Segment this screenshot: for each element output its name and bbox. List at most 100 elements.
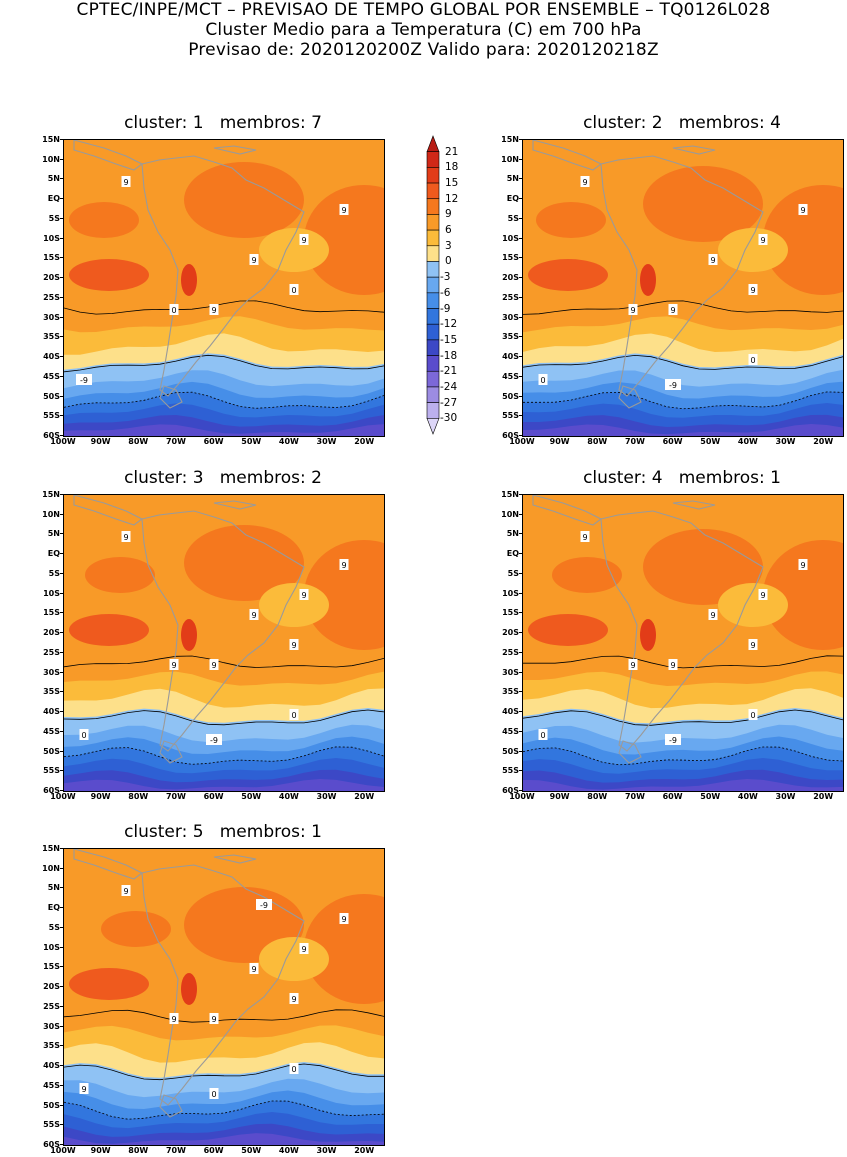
- contour-label-text: 9: [301, 236, 306, 245]
- latitude-label: 35S: [502, 687, 519, 697]
- contour-label-text: -9: [669, 381, 677, 390]
- latitude-tick: [60, 1084, 63, 1086]
- contour-label-text: 9: [750, 286, 755, 295]
- latitude-tick: [60, 926, 63, 928]
- contour-label-text: 9: [171, 661, 176, 670]
- latitude-tick: [519, 730, 522, 732]
- latitude-tick: [60, 946, 63, 948]
- latitude-tick: [60, 790, 63, 791]
- latitude-tick: [519, 770, 522, 772]
- longitude-label: 50W: [241, 792, 262, 801]
- latitude-tick: [60, 257, 63, 259]
- contour-label: 9: [169, 659, 179, 670]
- latitude-label: 15S: [43, 962, 60, 972]
- latitude-label: 20S: [43, 273, 60, 283]
- contour-label: 9: [668, 659, 678, 670]
- contour-label-text: -9: [669, 736, 677, 745]
- latitude-tick: [60, 572, 63, 574]
- latitude-tick: [60, 867, 63, 869]
- colorbar-label: -24: [440, 380, 458, 393]
- latitude-tick: [519, 435, 522, 436]
- contour-label-text: 9: [750, 641, 755, 650]
- latitude-label: 10N: [42, 863, 60, 873]
- colorbar-swatch: [426, 308, 440, 325]
- colorbar-label: 12: [445, 192, 459, 205]
- longitude-label: 70W: [165, 1146, 186, 1155]
- latitude-label: 45S: [43, 726, 60, 736]
- latitude-label: 55S: [43, 1120, 60, 1130]
- panel-title: cluster: 4 membros: 1: [583, 468, 781, 488]
- contour-label: 9: [798, 559, 808, 570]
- contour-label-text: 9: [123, 178, 128, 187]
- latitude-tick: [519, 277, 522, 279]
- latitude-label: 10S: [502, 588, 519, 598]
- contour-label: 0: [169, 304, 179, 315]
- latitude-tick: [60, 139, 63, 140]
- latitude-label: 40S: [502, 352, 519, 362]
- temperature-map: 9 9 9 9 9 9 9 0 0 -9: [523, 140, 843, 436]
- latitude-label: 10N: [501, 509, 519, 519]
- latitude-label: EQ: [47, 903, 60, 913]
- contour-label: 9: [668, 304, 678, 315]
- latitude-tick: [60, 217, 63, 219]
- latitude-tick: [60, 415, 63, 417]
- latitude-label: 60S: [43, 1140, 60, 1149]
- latitude-tick: [60, 691, 63, 693]
- latitude-tick: [519, 553, 522, 555]
- contour-label-text: 9: [291, 641, 296, 650]
- latitude-tick: [519, 198, 522, 200]
- contour-label: -9: [665, 379, 681, 390]
- colorbar-swatch: [426, 261, 440, 278]
- contour-label: 9: [249, 609, 259, 620]
- contour-label: -9: [256, 899, 272, 910]
- colorbar-legend: 21 18 15 12 9 6 3 0 -3 -6 -9 -12 -15 -18 -21 -24 -27 -30: [420, 130, 460, 440]
- map-panel: 9 9 9 9 9 9 9 0 0 -9: [522, 139, 844, 437]
- longitude-label: 50W: [700, 792, 721, 801]
- latitude-label: 15N: [42, 135, 60, 144]
- contour-label: 9: [580, 176, 590, 187]
- latitude-tick: [519, 139, 522, 140]
- latitude-label: 25S: [43, 292, 60, 302]
- longitude-label: 60W: [662, 437, 683, 446]
- contour-label: 9: [121, 176, 131, 187]
- latitude-tick: [60, 178, 63, 180]
- latitude-label: 35S: [43, 1041, 60, 1051]
- panel-title: cluster: 2 membros: 4: [583, 113, 781, 133]
- panel-title: cluster: 5 membros: 1: [124, 822, 322, 842]
- contour-label: -9: [76, 374, 92, 385]
- contour-label: 9: [708, 254, 718, 265]
- latitude-label: 30S: [43, 1021, 60, 1031]
- colorbar-label: -27: [440, 396, 458, 409]
- contour-label-text: 9: [341, 915, 346, 924]
- colorbar-swatch: [426, 323, 440, 341]
- colorbar-swatch: [426, 292, 440, 309]
- longitude-label: 70W: [624, 792, 645, 801]
- latitude-tick: [60, 356, 63, 358]
- contour-label: 9: [289, 993, 299, 1004]
- longitude-label: 40W: [737, 437, 758, 446]
- latitude-label: 35S: [43, 687, 60, 697]
- contour-label-text: 9: [670, 306, 675, 315]
- longitude-label: 20W: [354, 437, 375, 446]
- latitude-tick: [519, 572, 522, 574]
- latitude-tick: [60, 435, 63, 436]
- latitude-label: 50S: [43, 391, 60, 401]
- contour-label-text: -9: [80, 376, 88, 385]
- latitude-label: 35S: [43, 332, 60, 342]
- longitude-label: 40W: [278, 792, 299, 801]
- latitude-tick: [60, 770, 63, 772]
- latitude-tick: [519, 395, 522, 397]
- colorbar-swatch: [426, 339, 440, 356]
- contour-label-text: 9: [251, 965, 256, 974]
- latitude-tick: [60, 277, 63, 279]
- contour-label: 0: [289, 1063, 299, 1074]
- contour-label-text: 9: [760, 236, 765, 245]
- contour-label-text: 9: [760, 591, 765, 600]
- contour-label-text: 9: [582, 533, 587, 542]
- contour-label: 9: [339, 559, 349, 570]
- colorbar-label: -12: [440, 318, 458, 331]
- longitude-label: 20W: [354, 792, 375, 801]
- latitude-label: 50S: [43, 746, 60, 756]
- latitude-tick: [519, 790, 522, 791]
- latitude-tick: [60, 375, 63, 377]
